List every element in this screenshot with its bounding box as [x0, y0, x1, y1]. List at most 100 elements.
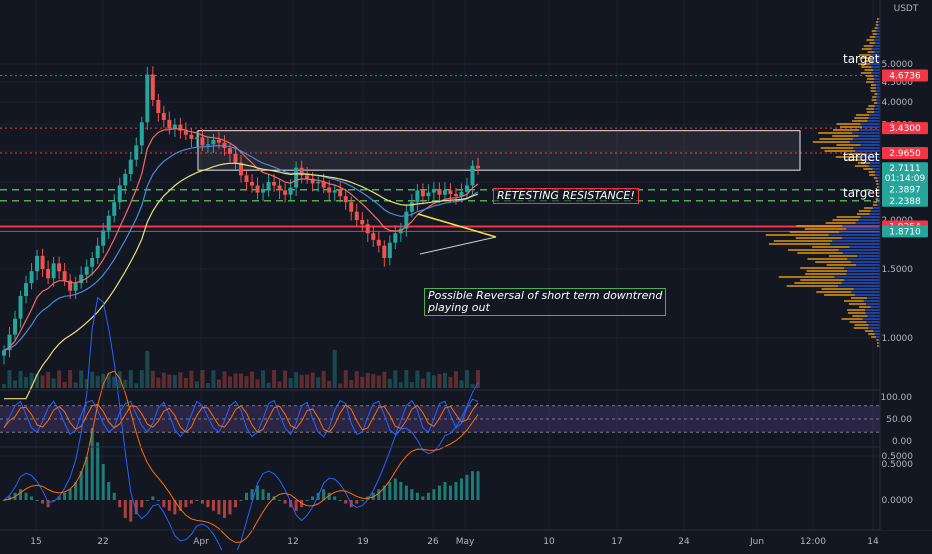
volume-profile-bar — [870, 162, 880, 164]
time-tick-label: 15 — [30, 537, 41, 547]
macd-histogram-bar — [250, 489, 254, 500]
volume-bar — [420, 378, 425, 388]
candle-body — [156, 99, 161, 113]
candle-body — [387, 242, 392, 258]
volume-profile-bar — [874, 27, 878, 29]
macd-histogram-bar — [360, 500, 364, 501]
volume-profile-bar — [807, 258, 848, 260]
volume-profile-bar — [866, 108, 874, 110]
volume-profile-bar — [858, 129, 880, 131]
candle-body — [261, 188, 266, 193]
candle-body — [227, 148, 232, 154]
macd-histogram-bar — [388, 482, 392, 500]
volume-bar — [106, 373, 111, 388]
volume-bar — [437, 374, 442, 388]
volume-profile-bar — [862, 126, 880, 128]
volume-bar — [183, 377, 188, 388]
volume-bar — [442, 372, 447, 388]
candle-body — [437, 188, 442, 195]
volume-profile-bar — [838, 249, 880, 251]
volume-profile-bar — [872, 45, 880, 47]
candle-body — [178, 124, 183, 131]
wedge-trendlines[interactable] — [417, 213, 497, 255]
stochastic-rsi-pane[interactable] — [0, 398, 880, 438]
reversal-annotation[interactable]: Possible Reversal of short term downtren… — [424, 288, 667, 316]
volume-bar — [277, 381, 282, 388]
volume-profile-bar — [858, 210, 871, 212]
volume-profile-bar — [859, 54, 871, 56]
volume-bar — [161, 372, 166, 388]
time-axis[interactable]: 15 22 Apr 12 19 26 May 10 17 24 Jun 12:00 14 — [30, 537, 879, 547]
volume-profile-bar — [868, 171, 875, 173]
volume-profile-bar — [878, 24, 880, 26]
wedge-upper-line — [417, 213, 497, 238]
volume-profile-bar — [875, 180, 878, 182]
candle-body — [409, 202, 414, 212]
macd-histogram-bar — [470, 471, 474, 500]
macd-histogram-bar — [322, 489, 326, 500]
volume-bar — [156, 377, 161, 388]
volume-bar — [134, 383, 139, 388]
macd-histogram-bar — [85, 456, 89, 500]
volume-profile-bar — [864, 207, 873, 209]
volume-profile-bar — [873, 69, 880, 71]
candle-body — [415, 190, 420, 203]
candle-body — [167, 119, 172, 129]
macd-pane[interactable] — [2, 296, 480, 554]
resistance-annotation[interactable]: RETESTING RESISTANCE! — [493, 188, 639, 204]
candle-body — [448, 190, 453, 195]
time-tick-label: 12 — [287, 537, 298, 547]
macd-tick-label: 0.5000 — [882, 460, 914, 470]
candle-body — [310, 178, 315, 184]
volume-profile-bar — [869, 174, 876, 176]
candle-body — [189, 134, 194, 139]
volume-profile-bar — [875, 90, 880, 92]
volume-bar — [84, 378, 89, 388]
macd-histogram-bar — [333, 496, 337, 500]
volume-profile-bar — [828, 255, 857, 257]
volume-profile-bar — [856, 114, 870, 116]
volume-bar — [239, 373, 243, 388]
target-label-2[interactable]: target — [843, 150, 880, 164]
volume-profile-bar — [876, 339, 879, 341]
candle-body — [117, 185, 122, 203]
volume-profile-bar — [866, 297, 880, 299]
volume-profile-bar — [816, 291, 852, 293]
volume-profile-bar — [870, 84, 876, 86]
time-tick-label: 10 — [543, 537, 555, 547]
macd-line — [3, 296, 479, 554]
volume-profile-bar — [878, 189, 880, 191]
candle-body — [24, 283, 29, 296]
candle-body — [200, 137, 205, 146]
candlesticks[interactable] — [2, 66, 480, 365]
volume-profile-bar — [849, 246, 880, 248]
volume-bar — [233, 373, 238, 388]
candle-body — [277, 185, 282, 191]
volume-bar — [387, 378, 392, 388]
macd-histogram-bar — [57, 496, 61, 500]
volume-bar — [476, 370, 480, 388]
volume-profile-bar — [875, 84, 880, 86]
macd-histogram-bar — [267, 492, 271, 500]
volume-profile-bar — [838, 285, 880, 287]
macd-histogram-bar — [382, 485, 386, 500]
volume-bar — [101, 373, 106, 388]
macd-histogram-bar — [355, 500, 359, 504]
volume-bar — [371, 373, 376, 388]
target-label-3[interactable]: target — [843, 186, 880, 200]
volume-profile-bar — [876, 336, 880, 338]
volume-profile-bar — [878, 342, 880, 344]
reversal-annotation-line-1: Possible Reversal of short term downtren… — [428, 289, 663, 302]
price-axis[interactable]: USDT5.00004.50004.00003.50003.00002.5000… — [879, 0, 932, 530]
volume-bar — [376, 375, 381, 388]
candle-body — [459, 191, 464, 197]
volume-profile-bar — [878, 21, 880, 23]
macd-histogram-bar — [432, 489, 436, 500]
volume-profile-bar — [868, 333, 875, 335]
target-label-1[interactable]: target — [843, 52, 880, 66]
volume-bar — [244, 376, 249, 388]
candle-body — [272, 182, 277, 186]
volume-profile-bar — [851, 291, 880, 293]
